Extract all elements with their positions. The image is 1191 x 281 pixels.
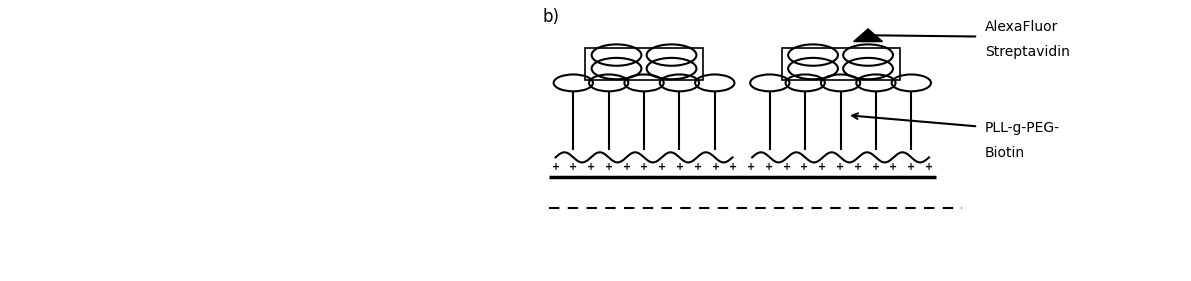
Ellipse shape xyxy=(0,52,94,184)
Ellipse shape xyxy=(37,106,54,130)
Ellipse shape xyxy=(169,65,257,174)
Text: Streptavidin: Streptavidin xyxy=(985,45,1070,59)
Text: +: + xyxy=(818,162,827,172)
Ellipse shape xyxy=(10,69,82,167)
Text: +: + xyxy=(782,162,791,172)
Bar xyxy=(585,48,703,80)
Ellipse shape xyxy=(125,106,143,130)
Polygon shape xyxy=(854,29,883,42)
Text: +: + xyxy=(854,162,862,172)
Text: +: + xyxy=(551,162,560,172)
Text: +: + xyxy=(729,162,737,172)
Text: +: + xyxy=(908,162,915,172)
Text: +: + xyxy=(800,162,809,172)
Text: +: + xyxy=(890,162,898,172)
Text: +: + xyxy=(711,162,719,172)
Text: +: + xyxy=(569,162,578,172)
Ellipse shape xyxy=(205,110,220,129)
Ellipse shape xyxy=(107,82,161,154)
Text: +: + xyxy=(659,162,666,172)
Text: +: + xyxy=(587,162,596,172)
Text: +: + xyxy=(605,162,613,172)
Ellipse shape xyxy=(180,78,247,160)
Ellipse shape xyxy=(98,69,170,167)
Ellipse shape xyxy=(188,89,237,149)
Text: a): a) xyxy=(11,8,27,26)
Ellipse shape xyxy=(29,95,62,141)
Ellipse shape xyxy=(117,95,151,141)
Text: +: + xyxy=(872,162,880,172)
Text: b): b) xyxy=(543,8,560,26)
Text: +: + xyxy=(747,162,755,172)
Text: +: + xyxy=(836,162,844,172)
Ellipse shape xyxy=(198,100,229,139)
Text: +: + xyxy=(925,162,933,172)
Text: Biotin: Biotin xyxy=(985,146,1024,160)
Text: +: + xyxy=(623,162,631,172)
Text: PLL-g-PEG-: PLL-g-PEG- xyxy=(985,121,1060,135)
Text: +: + xyxy=(676,162,684,172)
Text: +: + xyxy=(694,162,701,172)
Ellipse shape xyxy=(19,82,73,154)
Text: +: + xyxy=(765,162,773,172)
Ellipse shape xyxy=(86,52,182,184)
Text: AlexaFluor: AlexaFluor xyxy=(985,20,1058,34)
Bar xyxy=(781,48,899,80)
Text: +: + xyxy=(641,162,649,172)
